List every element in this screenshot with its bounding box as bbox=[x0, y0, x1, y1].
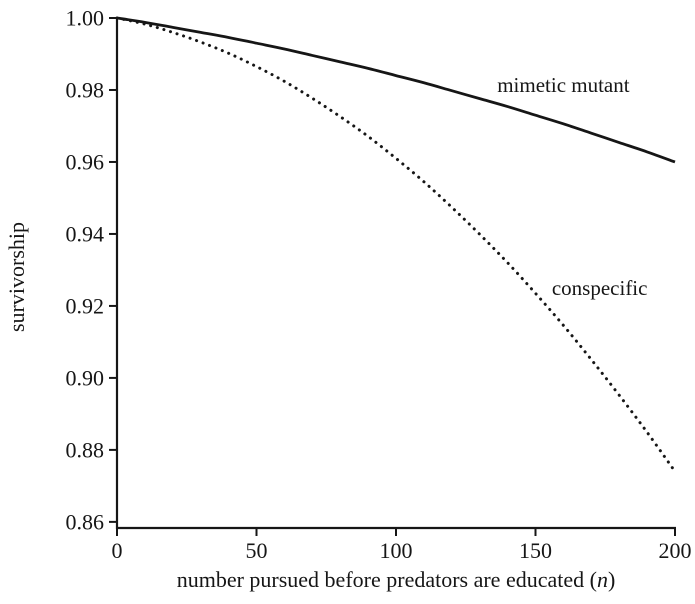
x-axis-title: number pursued before predators are educ… bbox=[177, 567, 616, 592]
series-mimetic-mutant-line bbox=[116, 16, 676, 164]
x-axis-tick-label: 50 bbox=[246, 538, 268, 563]
x-axis-tick-label: 150 bbox=[519, 538, 552, 563]
x-axis-tick-label: 0 bbox=[112, 538, 123, 563]
x-axis-tick-label: 100 bbox=[380, 538, 413, 563]
y-axis-tick-label: 0.92 bbox=[66, 294, 105, 319]
y-axis-title: survivorship bbox=[4, 222, 29, 332]
x-axis-title-variable: n bbox=[597, 567, 608, 592]
y-axis-tick-label: 0.98 bbox=[66, 78, 105, 103]
y-axis-tick-label: 0.96 bbox=[66, 150, 105, 175]
y-axis-tick-label: 0.88 bbox=[66, 438, 105, 463]
y-axis-tick-label: 0.86 bbox=[66, 510, 105, 535]
x-axis-tick-label: 200 bbox=[659, 538, 692, 563]
x-axis-title-close-paren: ) bbox=[608, 567, 615, 592]
y-axis-tick-label: 0.90 bbox=[66, 366, 105, 391]
x-axis-title-text: number pursued before predators are educ… bbox=[177, 567, 597, 592]
y-axis-tick-label: 1.00 bbox=[66, 6, 105, 31]
series-conspecific-line bbox=[115, 16, 677, 473]
series-mimetic-mutant-label: mimetic mutant bbox=[497, 73, 630, 97]
plot-area: 0.86 0.88 0.90 0.92 0.94 0.96 0.98 1.00 0 50 100 15… bbox=[66, 6, 692, 563]
y-axis-tick-label: 0.94 bbox=[66, 222, 105, 247]
series-conspecific-label: conspecific bbox=[552, 276, 648, 300]
